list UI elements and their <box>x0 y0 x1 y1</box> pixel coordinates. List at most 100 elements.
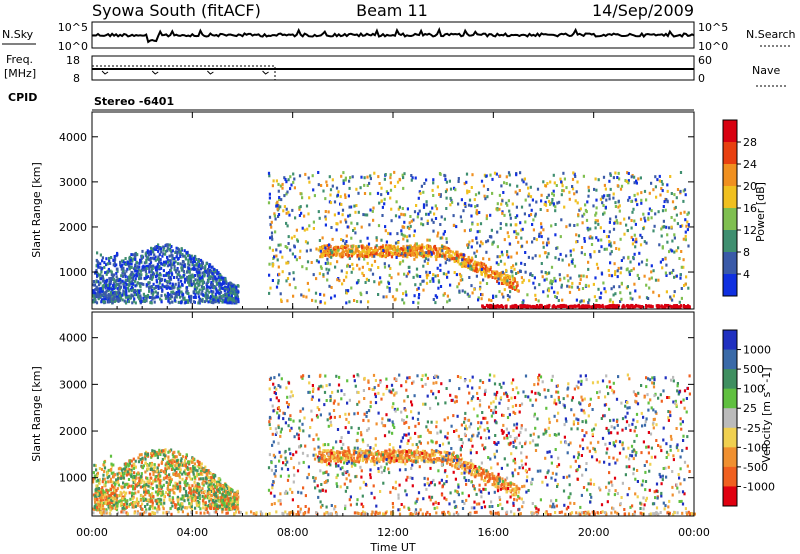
power-point <box>209 296 212 300</box>
power-point <box>277 213 281 216</box>
power-point <box>578 287 581 291</box>
power-point <box>501 305 504 309</box>
power-point <box>362 213 365 217</box>
power-point <box>510 280 513 284</box>
velocity-point <box>222 497 225 501</box>
velocity-point <box>97 478 100 482</box>
power-point <box>570 260 573 264</box>
power-point <box>368 251 371 254</box>
power-point <box>623 217 626 221</box>
power-point <box>391 295 395 299</box>
power-point <box>207 300 210 304</box>
power-point <box>594 276 597 280</box>
power-point <box>430 248 433 252</box>
power-point <box>113 296 116 300</box>
power-point <box>108 297 111 301</box>
power-point <box>92 291 95 295</box>
power-point <box>117 277 120 281</box>
velocity-point <box>155 507 159 511</box>
power-point <box>161 263 164 267</box>
power-point <box>387 248 390 252</box>
nsky-tick-top: 10^5 <box>58 21 88 34</box>
power-point <box>476 222 479 226</box>
power-point <box>640 260 644 264</box>
power-point <box>192 282 195 286</box>
velocity-point <box>157 497 160 501</box>
power-point <box>180 279 183 283</box>
velocity-point <box>209 472 212 475</box>
velocity-point <box>116 487 119 491</box>
power-point <box>363 192 367 195</box>
power-point <box>609 172 612 176</box>
power-point <box>318 216 321 220</box>
power-point <box>97 261 100 265</box>
power-point <box>396 251 399 255</box>
power-point <box>506 279 509 283</box>
power-point <box>629 296 632 300</box>
power-point <box>233 291 236 294</box>
power-point <box>427 273 430 277</box>
power-point <box>95 258 98 262</box>
power-point <box>593 250 596 254</box>
power-point <box>159 279 162 283</box>
velocity-point <box>206 471 209 475</box>
power-point <box>573 172 576 176</box>
power-point <box>139 288 142 292</box>
velocity-point <box>196 484 199 488</box>
power-point <box>158 260 161 264</box>
power-point <box>340 238 343 241</box>
power-point <box>620 297 623 301</box>
power-point <box>175 246 178 250</box>
power-point <box>523 263 526 266</box>
power-point <box>137 289 141 293</box>
power-point <box>595 198 598 202</box>
power-point <box>534 297 537 301</box>
power-point <box>167 299 170 303</box>
power-point <box>342 181 345 185</box>
power-point <box>324 197 327 201</box>
power-point <box>384 229 387 233</box>
power-point <box>155 280 158 284</box>
power-point <box>295 228 298 232</box>
power-point <box>186 299 189 303</box>
power-point <box>465 180 468 184</box>
power-point <box>204 300 207 304</box>
power-point <box>549 281 552 285</box>
power-point <box>367 242 371 246</box>
velocity-point <box>156 492 159 496</box>
power-point <box>308 224 311 228</box>
power-point <box>521 301 524 304</box>
power-point <box>342 239 345 243</box>
power-point <box>630 235 633 239</box>
power-point <box>404 290 407 294</box>
power-point <box>469 264 472 268</box>
power-point <box>405 293 408 297</box>
power-point <box>181 275 184 279</box>
power-point <box>467 243 470 247</box>
velocity-point <box>158 448 161 452</box>
power-point <box>578 305 581 309</box>
power-point <box>189 281 192 285</box>
power-point <box>561 184 564 188</box>
station-title: Syowa South (fitACF) <box>92 1 261 20</box>
velocity-point <box>210 507 213 510</box>
power-point <box>150 277 154 281</box>
power-point <box>160 294 163 298</box>
power-point <box>267 201 271 205</box>
power-point <box>126 295 129 299</box>
power-point <box>168 271 171 274</box>
power-point <box>180 300 183 304</box>
power-point <box>199 274 202 278</box>
power-point <box>267 171 271 175</box>
power-point <box>132 282 135 286</box>
power-point <box>345 249 348 253</box>
power-point <box>383 202 386 206</box>
power-point <box>618 209 621 213</box>
power-point <box>211 292 214 296</box>
power-point <box>322 189 325 193</box>
power-point <box>514 216 517 219</box>
power-point <box>389 267 392 270</box>
power-point <box>432 194 435 197</box>
velocity-point <box>196 496 199 500</box>
velocity-point <box>127 504 130 508</box>
